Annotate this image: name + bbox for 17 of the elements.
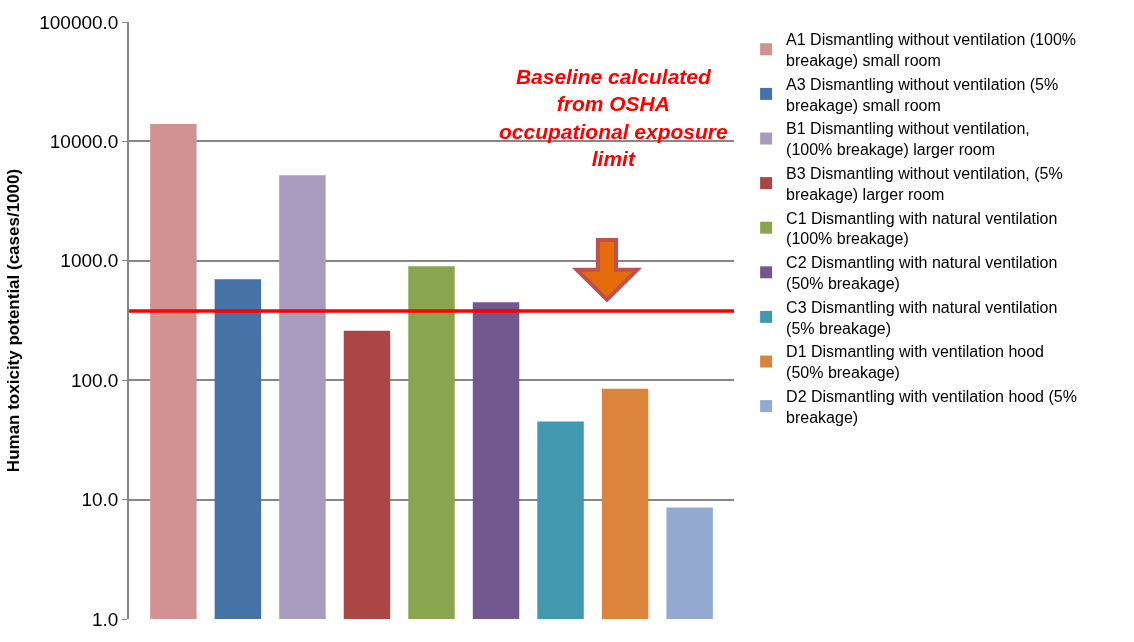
legend-label: A3 Dismantling without ventilation (5% breakage) small room bbox=[786, 75, 1059, 114]
y-tick-label: 1.0 bbox=[92, 608, 119, 630]
legend-label: C1 Dismantling with natural ventilation (100% breakage) bbox=[786, 209, 1058, 248]
legend-label: B1 Dismantling without ventilation, (100% breakage) larger room bbox=[786, 120, 1030, 159]
y-tick-label: 10.0 bbox=[81, 489, 119, 511]
y-tick-label: 10000.0 bbox=[49, 131, 119, 153]
legend-label: C2 Dismantling with natural ventilation (50% breakage) bbox=[786, 254, 1058, 292]
legend-label: A1 Dismantling without ventilation (100% breakage) small room bbox=[786, 31, 1077, 69]
ref-line-label: Baseline calculated from OSHA occupational exposure limit bbox=[499, 65, 729, 170]
y-tick-label: 100.0 bbox=[70, 369, 119, 391]
y-tick-label: 1000.0 bbox=[60, 250, 119, 272]
legend-label: D1 Dismantling with ventilation hood (50% breakage) bbox=[786, 343, 1045, 382]
legend-label: D2 Dismantling with ventilation hood (5% breakage) bbox=[786, 387, 1077, 426]
legend-label: B3 Dismantling without ventilation, (5% breakage) larger room bbox=[786, 164, 1063, 203]
y-axis-title: Human toxicity potential (cases/1000) bbox=[4, 168, 24, 473]
legend-label: C3 Dismantling with natural ventilation (5% breakage) bbox=[786, 298, 1058, 337]
y-tick-label: 100000.0 bbox=[39, 11, 119, 33]
